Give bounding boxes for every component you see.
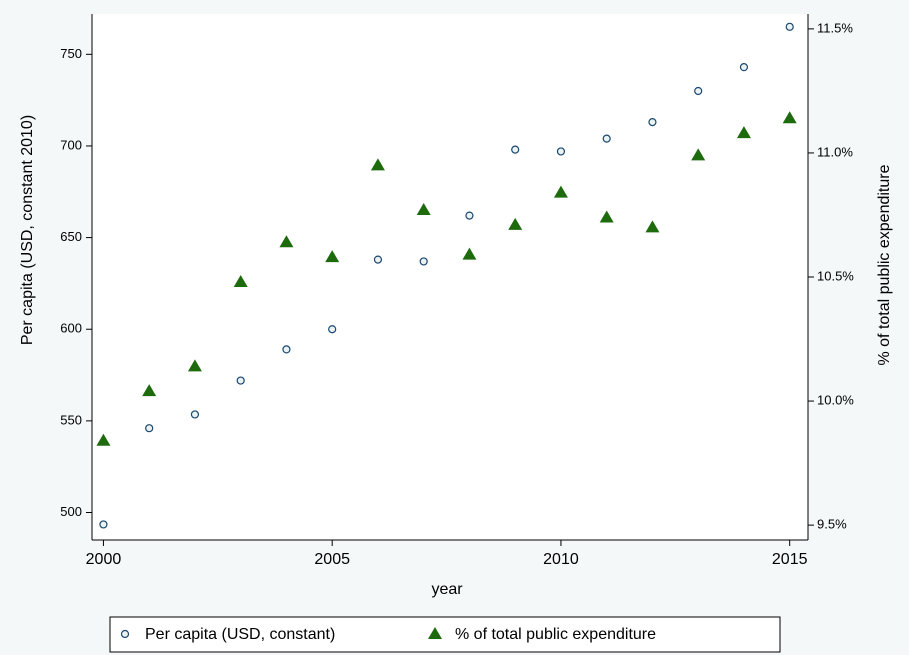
circle-marker — [419, 257, 428, 266]
triangle-marker — [553, 185, 568, 198]
y-tick-label: 650 — [60, 229, 82, 244]
y-tick-label: 600 — [60, 321, 82, 336]
legend-marker — [428, 627, 442, 639]
y-tick-label: 700 — [60, 137, 82, 152]
circle-marker — [373, 255, 383, 264]
y2-tick-label: 10.5% — [817, 268, 854, 283]
triangle-marker — [691, 148, 706, 161]
triangle-marker — [325, 250, 340, 263]
x-tick-label: 2015 — [772, 551, 808, 568]
triangle-marker — [233, 274, 248, 287]
circle-marker — [511, 145, 520, 154]
triangle-marker — [462, 247, 477, 260]
x-tick-label: 2000 — [86, 551, 122, 568]
plot-area — [92, 14, 808, 540]
circle-marker — [236, 376, 245, 385]
triangle-marker — [142, 384, 157, 397]
y2-tick-label: 10.0% — [817, 392, 854, 407]
triangle-marker — [782, 111, 797, 124]
circle-marker — [99, 520, 108, 529]
circle-marker — [739, 63, 749, 72]
circle-marker — [694, 86, 703, 96]
y-tick-label: 500 — [60, 504, 82, 519]
x-tick-label: 2005 — [314, 551, 350, 568]
circle-marker — [602, 134, 611, 143]
circle-marker — [648, 118, 657, 127]
circle-marker — [328, 325, 337, 334]
triangle-marker — [736, 126, 751, 139]
triangle-marker — [279, 235, 294, 248]
triangle-marker — [645, 220, 660, 233]
circle-marker — [785, 22, 794, 31]
triangle-marker — [370, 158, 385, 171]
triangle-marker — [508, 217, 523, 230]
circle-marker — [145, 424, 154, 433]
triangle-marker — [187, 359, 202, 372]
circle-marker — [190, 410, 200, 419]
y-tick-label: 750 — [60, 46, 82, 61]
legend-marker — [120, 629, 130, 639]
legend — [109, 616, 781, 653]
triangle-marker — [599, 210, 614, 223]
y-tick-label: 550 — [60, 412, 82, 427]
legend-label: Per capita (USD, constant) — [145, 626, 335, 643]
y2-axis-title: % of total public expenditure — [876, 164, 893, 365]
x-tick-label: 2010 — [543, 551, 579, 568]
y-axis-title: Per capita (USD, constant 2010) — [19, 115, 36, 345]
legend-label: % of total public expenditure — [455, 626, 656, 643]
circle-marker — [465, 211, 474, 220]
circle-marker — [282, 345, 291, 354]
x-axis-title: year — [431, 581, 463, 598]
y2-tick-label: 9.5% — [817, 517, 847, 532]
triangle-marker — [416, 203, 431, 216]
circle-marker — [556, 147, 566, 156]
triangle-marker — [96, 433, 111, 446]
y2-tick-label: 11.0% — [817, 144, 853, 159]
y2-tick-label: 11.5% — [817, 20, 853, 35]
